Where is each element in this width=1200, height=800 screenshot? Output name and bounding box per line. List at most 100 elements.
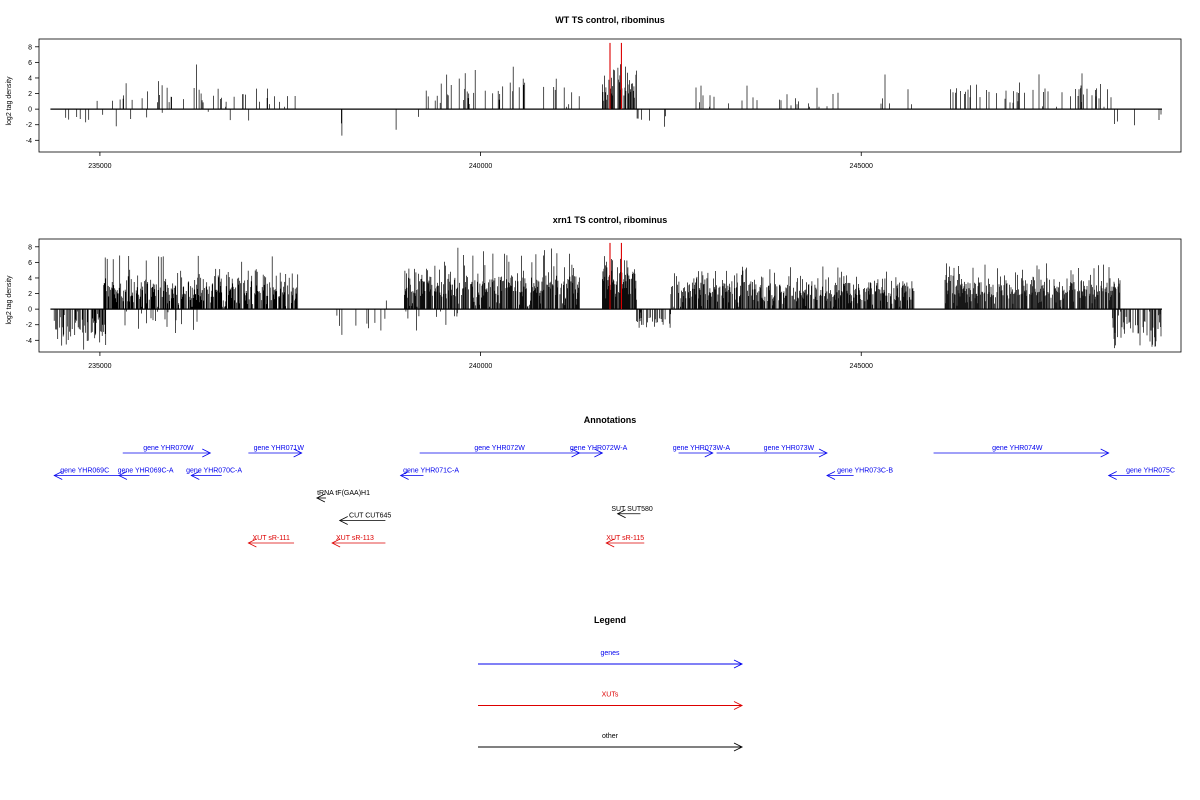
xrn1-density-bars: [53, 247, 1162, 350]
feature-label: gene YHR071C-A: [403, 468, 459, 475]
feature-arrowhead: [118, 471, 128, 480]
legend-arrowhead: [733, 659, 744, 669]
xrn1-y-tick-label: 8: [28, 244, 32, 251]
wt-y-tick-label: 2: [28, 91, 32, 98]
xrn1-axis-ticks: -4 -2 0 2 4 6 8 235000 240000 245000: [26, 244, 873, 370]
wt-y-tick-label: -4: [26, 138, 32, 145]
feature-label: gene YHR072W: [474, 445, 525, 452]
feature-arrowhead: [247, 538, 257, 548]
xrn1-y-tick-label: -2: [26, 322, 32, 329]
feature-arrowhead: [338, 516, 348, 525]
feature-label: gene YHR072W-A: [570, 445, 628, 452]
legend-item-other: other: [478, 733, 744, 752]
feature-arrowhead: [594, 448, 604, 458]
annotation-feature[interactable]: gene YHR073C-B: [826, 468, 893, 480]
feature-arrowhead: [616, 509, 626, 519]
xrn1-highlight-lines: [609, 242, 622, 310]
annotation-feature[interactable]: CUT CUT645: [338, 513, 392, 525]
wt-x-tick-label: 240000: [469, 163, 492, 170]
annotation-feature[interactable]: XUT sR-115: [605, 535, 644, 548]
annotation-feature[interactable]: gene YHR071C-A: [399, 468, 460, 480]
annotation-feature[interactable]: gene YHR072W: [419, 445, 581, 458]
legend-label: other: [602, 733, 619, 740]
xrn1-x-tick-label: 240000: [469, 363, 492, 370]
feature-label: gene YHR069C: [60, 468, 109, 475]
wt-plot-frame: [38, 38, 1182, 153]
wt-x-tick-label: 245000: [850, 163, 873, 170]
feature-label: XUT sR-113: [336, 535, 374, 542]
feature-arrowhead: [202, 448, 212, 458]
feature-label: gene YHR070W: [143, 445, 194, 452]
feature-arrowhead: [605, 538, 615, 548]
annotation-feature[interactable]: tRNA tF(GAA)H1: [315, 490, 370, 503]
wt-y-axis-label: log2 tag density: [6, 76, 13, 126]
wt-highlight-lines: [609, 42, 622, 110]
feature-arrowhead: [826, 471, 836, 480]
xrn1-plot-frame: [38, 238, 1182, 353]
feature-label: CUT CUT645: [349, 513, 391, 520]
xrn1-density-panel: xrn1 TS control, ribominus log2 tag dens…: [6, 215, 1182, 370]
feature-arrowhead: [315, 493, 326, 503]
legend-items: genes XUTs other: [478, 650, 744, 752]
feature-label: gene YHR074W: [992, 445, 1043, 452]
legend-title: Legend: [594, 615, 626, 625]
feature-arrowhead: [1107, 471, 1117, 480]
annotation-feature[interactable]: gene YHR071W: [248, 445, 304, 458]
xrn1-y-tick-label: 2: [28, 291, 32, 298]
annotation-feature[interactable]: XUT sR-113: [331, 535, 386, 548]
feature-label: tRNA tF(GAA)H1: [317, 490, 370, 497]
annotation-feature[interactable]: gene YHR073W: [716, 445, 828, 458]
annotation-feature[interactable]: gene YHR069C: [53, 468, 119, 480]
annotation-features: gene YHR069C gene YHR069C-A gene YHR070W ge…: [53, 445, 1175, 548]
feature-arrowhead: [1100, 448, 1110, 458]
wt-panel-title: WT TS control, ribominus: [555, 15, 665, 25]
wt-y-tick-label: 0: [28, 107, 32, 114]
feature-label: XUT sR-115: [606, 535, 644, 542]
annotation-feature[interactable]: SUT SUT580: [611, 506, 653, 519]
xrn1-x-tick-label: 245000: [850, 363, 873, 370]
annotation-feature[interactable]: gene YHR073W-A: [673, 445, 731, 458]
xrn1-y-tick-label: -4: [26, 338, 32, 345]
annotation-feature[interactable]: gene YHR069C-A: [118, 468, 174, 480]
legend-arrowhead: [733, 742, 744, 752]
annotation-feature[interactable]: gene YHR075C: [1107, 468, 1175, 480]
feature-label: gene YHR073W: [764, 445, 815, 452]
feature-arrowhead: [704, 448, 714, 458]
annotations-track: Annotations gene YHR069C gene YHR069C-Age…: [53, 415, 1175, 548]
legend-label: XUTs: [602, 692, 619, 699]
annotation-feature[interactable]: gene YHR074W: [933, 445, 1110, 458]
feature-label: gene YHR070C-A: [186, 468, 242, 475]
annotation-feature[interactable]: gene YHR070W: [122, 445, 212, 458]
wt-y-tick-label: 4: [28, 75, 32, 82]
annotation-feature[interactable]: gene YHR072W-A: [570, 445, 628, 458]
feature-label: gene YHR069C-A: [118, 468, 174, 475]
feature-label: gene YHR073C-B: [837, 468, 893, 475]
annotation-feature[interactable]: gene YHR070C-A: [186, 468, 242, 480]
wt-axis-ticks: -4 -2 0 2 4 6 8 235000 240000 245000: [26, 44, 873, 170]
annotation-feature[interactable]: XUT sR-111: [247, 535, 295, 548]
legend-item-gene: genes: [478, 650, 744, 669]
feature-label: SUT SUT580: [611, 506, 653, 513]
xrn1-y-axis-label: log2 tag density: [6, 275, 13, 325]
xrn1-panel-title: xrn1 TS control, ribominus: [553, 215, 668, 225]
wt-y-tick-label: -2: [26, 122, 32, 129]
feature-label: XUT sR-111: [253, 535, 290, 542]
wt-y-tick-label: 8: [28, 44, 32, 51]
wt-y-tick-label: 6: [28, 60, 32, 67]
legend: Legend genes XUTs other: [478, 615, 744, 752]
legend-label: genes: [600, 650, 620, 657]
feature-arrowhead: [53, 471, 63, 480]
feature-arrowhead: [399, 471, 409, 480]
xrn1-x-tick-label: 235000: [88, 363, 111, 370]
xrn1-y-tick-label: 6: [28, 260, 32, 267]
feature-label: gene YHR073W-A: [673, 445, 731, 452]
xrn1-y-tick-label: 4: [28, 275, 32, 282]
legend-arrowhead: [733, 701, 744, 710]
feature-arrowhead: [293, 448, 303, 458]
wt-x-tick-label: 235000: [88, 163, 111, 170]
wt-density-panel: WT TS control, ribominus log2 tag densit…: [6, 15, 1182, 170]
wt-density-bars: [65, 64, 1162, 136]
annotations-title: Annotations: [584, 415, 637, 425]
feature-label: gene YHR075C: [1126, 468, 1175, 475]
